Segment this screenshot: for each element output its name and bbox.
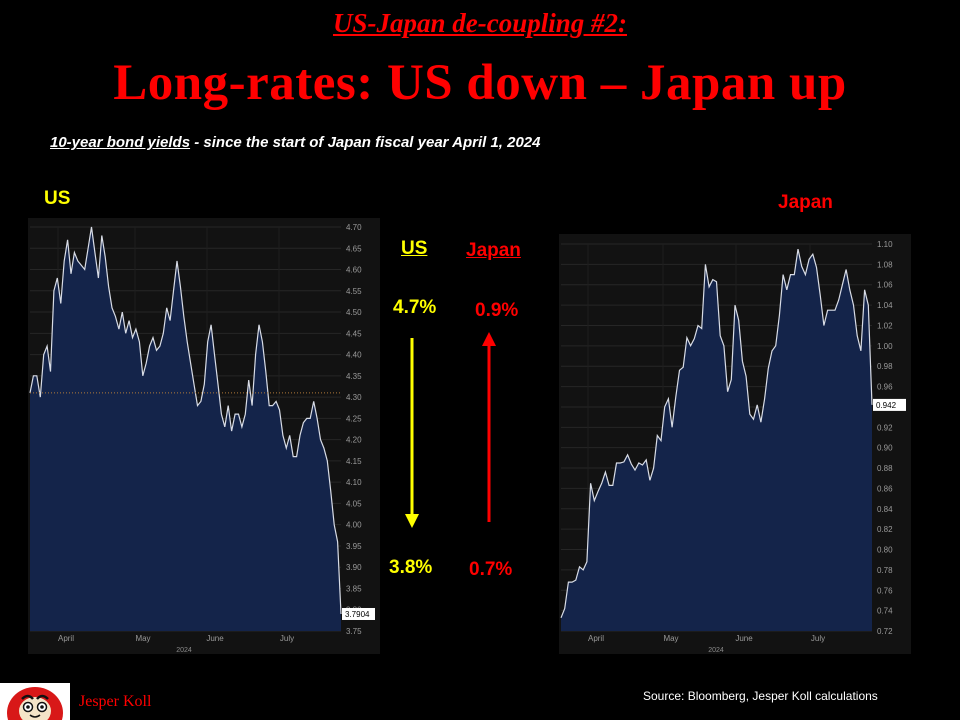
y-tick-label: 4.55 xyxy=(346,287,362,296)
y-tick-label: 4.00 xyxy=(346,521,362,530)
y-tick-label: 3.85 xyxy=(346,584,362,593)
y-tick-label: 1.02 xyxy=(877,321,893,330)
y-tick-label: 0.72 xyxy=(877,627,893,636)
y-tick-label: 0.86 xyxy=(877,484,893,493)
y-tick-label: 3.90 xyxy=(346,563,362,572)
x-month-label: April xyxy=(58,634,74,643)
yield-line xyxy=(29,226,342,615)
y-tick-label: 0.80 xyxy=(877,546,893,555)
y-tick-label: 1.08 xyxy=(877,260,893,269)
subtitle-rest: - since the start of Japan fiscal year A… xyxy=(190,134,541,151)
y-tick-label: 4.05 xyxy=(346,499,362,508)
y-tick-label: 4.50 xyxy=(346,308,362,317)
us-panel-label: US xyxy=(44,188,71,209)
y-tick-label: 4.40 xyxy=(346,351,362,360)
y-tick-label: 1.10 xyxy=(877,240,893,249)
page-title: Long-rates: US down – Japan up xyxy=(113,55,847,111)
y-tick-label: 3.95 xyxy=(346,542,362,551)
last-value-label: 3.7904 xyxy=(345,610,370,619)
y-tick-label: 0.88 xyxy=(877,464,893,473)
y-tick-label: 4.15 xyxy=(346,457,362,466)
last-value-box xyxy=(342,607,375,620)
us-down-arrow-icon xyxy=(405,338,419,528)
y-tick-label: 0.96 xyxy=(877,383,893,392)
yield-area xyxy=(561,249,872,631)
us-column-header: US xyxy=(401,238,428,259)
japan-panel-label: Japan xyxy=(778,192,833,213)
x-year-label: 2024 xyxy=(708,647,724,654)
y-tick-label: 4.10 xyxy=(346,478,362,487)
us-start-value: 4.7% xyxy=(393,297,437,318)
daruma-logo xyxy=(0,683,70,720)
y-tick-label: 0.78 xyxy=(877,566,893,575)
y-tick-label: 0.76 xyxy=(877,586,893,595)
x-month-label: May xyxy=(663,634,678,643)
y-tick-label: 0.82 xyxy=(877,525,893,534)
x-year-label: 2024 xyxy=(176,647,192,654)
subtitle-underlined: 10-year bond yields xyxy=(50,134,191,151)
us-yield-chart: 4.70 4.65 4.60 4.55 4.50 4.45 4.40 4.35 4.30 4.25… xyxy=(28,218,380,654)
x-month-label: May xyxy=(135,634,150,643)
last-value-label: 0.942 xyxy=(876,401,897,410)
y-tick-label: 1.06 xyxy=(877,281,893,290)
subtitle: 10-year bond yields - since the start of… xyxy=(50,134,541,151)
japan-end-value: 0.7% xyxy=(469,559,513,580)
author-name: Jesper Koll xyxy=(79,693,152,710)
y-tick-label: 0.84 xyxy=(877,505,893,514)
y-tick-label: 1.04 xyxy=(877,301,893,310)
japan-column-header: Japan xyxy=(466,240,521,261)
y-tick-label: 4.70 xyxy=(346,223,362,232)
y-tick-label: 0.92 xyxy=(877,423,893,432)
y-tick-label: 0.98 xyxy=(877,362,893,371)
y-tick-label: 4.60 xyxy=(346,266,362,275)
yield-area xyxy=(30,227,341,631)
source-note: Source: Bloomberg, Jesper Koll calculati… xyxy=(643,689,878,703)
japan-start-value: 0.9% xyxy=(475,300,519,321)
y-tick-label: 4.30 xyxy=(346,393,362,402)
last-value-box xyxy=(873,398,906,411)
y-tick-label: 4.20 xyxy=(346,436,362,445)
heading: US-Japan de-coupling #2: xyxy=(332,8,627,38)
y-tick-label: 4.45 xyxy=(346,329,362,338)
us-end-value: 3.8% xyxy=(389,557,433,578)
y-tick-label: 0.90 xyxy=(877,444,893,453)
x-month-label: July xyxy=(811,634,825,643)
x-month-label: June xyxy=(735,634,753,643)
yield-line xyxy=(560,248,873,619)
y-tick-label: 0.74 xyxy=(877,607,893,616)
y-tick-label: 4.65 xyxy=(346,244,362,253)
japan-up-arrow-icon xyxy=(482,332,496,522)
y-tick-label: 3.75 xyxy=(346,627,362,636)
y-tick-label: 1.00 xyxy=(877,342,893,351)
japan-yield-chart: 1.101.081.061.041.021.000.980.960.940.92… xyxy=(559,234,911,654)
y-tick-label: 4.35 xyxy=(346,372,362,381)
x-month-label: April xyxy=(588,634,604,643)
x-month-label: July xyxy=(280,634,294,643)
y-tick-label: 4.25 xyxy=(346,414,362,423)
x-month-label: June xyxy=(206,634,224,643)
